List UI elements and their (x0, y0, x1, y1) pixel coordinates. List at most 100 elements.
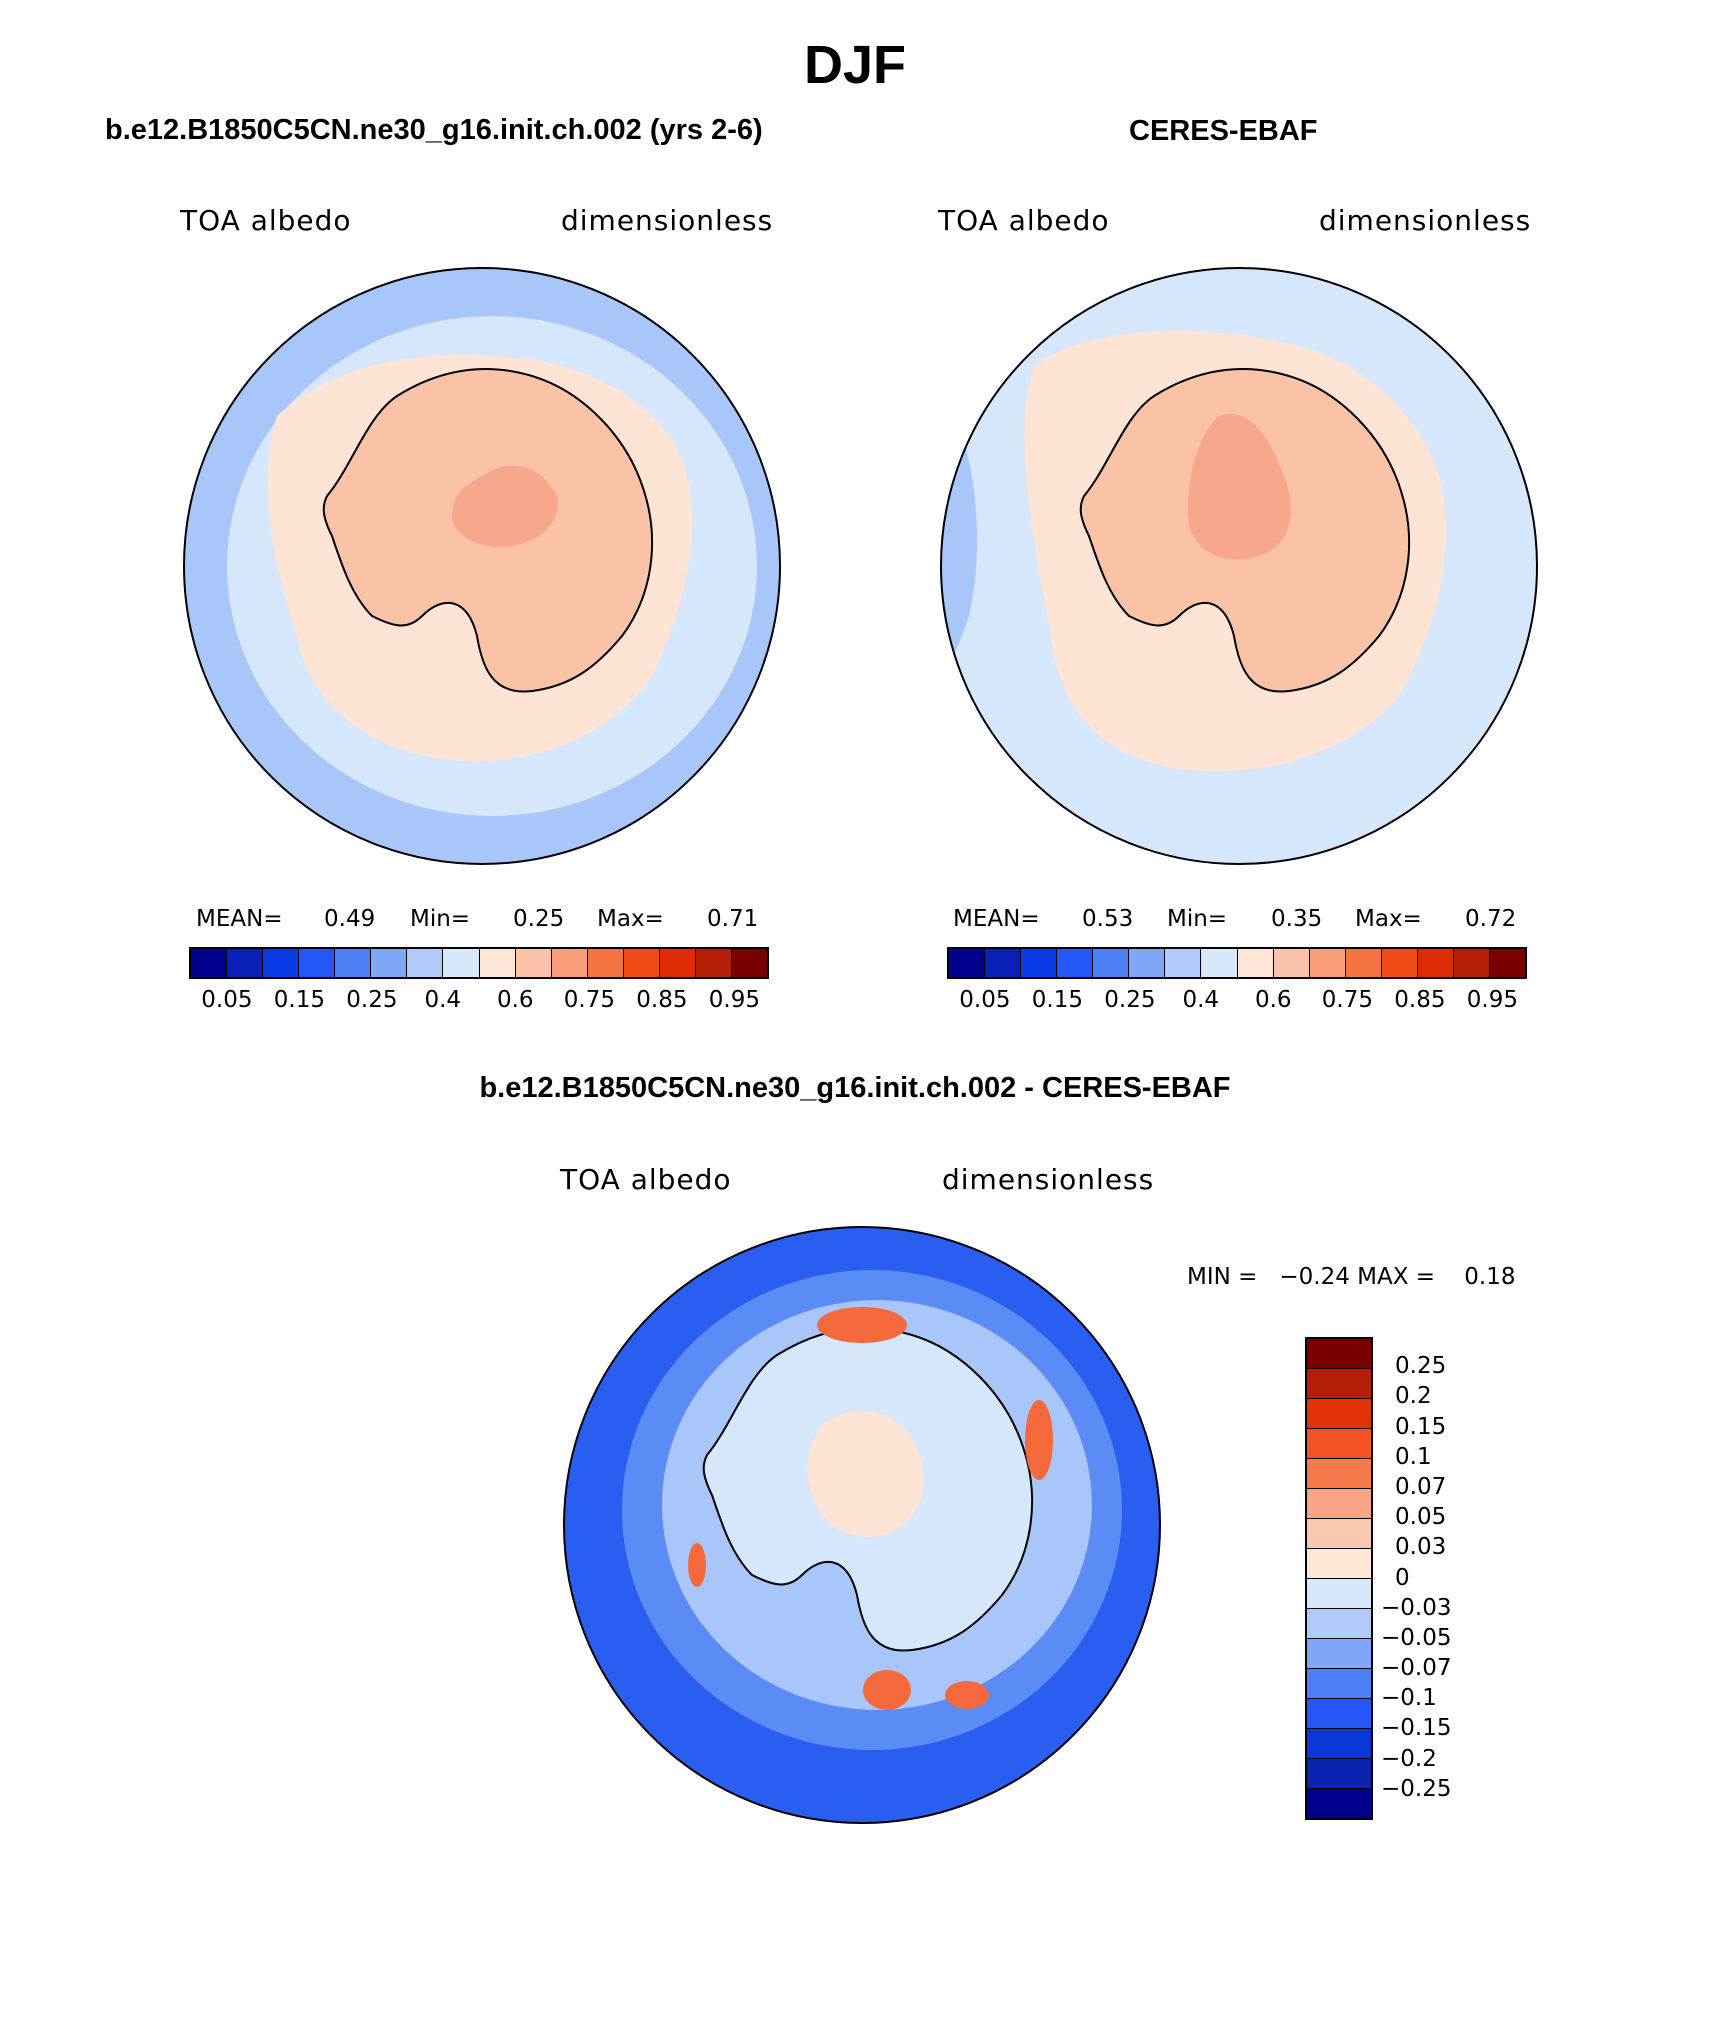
figure-title: DJF (803, 35, 906, 95)
panel-3-colorbar (1305, 1337, 1373, 1820)
panel-1-colorbar-swatch-15 (731, 949, 767, 977)
panel-1-colorbar-ticks: 0.05 0.15 0.25 0.4 0.6 0.75 0.85 0.95 (189, 987, 769, 1017)
panel-3-strong-positive-southeast (945, 1681, 989, 1709)
panel-3-colorbar-tick-label: 0 (1395, 1564, 1410, 1591)
panel-3-colorbar-tick-label: −0.15 (1381, 1715, 1452, 1742)
panel-2-colorbar-swatch-0 (949, 949, 986, 977)
panel-3-right-label: dimensionless (942, 1163, 1155, 1196)
panel-1-colorbar-tick-label: 0.85 (636, 987, 688, 1013)
panel-1-colorbar (189, 947, 769, 979)
panel-3-colorbar-swatch-14 (1307, 1759, 1371, 1789)
panel-2-colorbar-tick-label: 0.05 (959, 987, 1011, 1013)
panel-1-colorbar-swatch-7 (443, 949, 480, 977)
panel-3-colorbar-swatch-5 (1307, 1489, 1371, 1519)
panel-1-colorbar-swatch-14 (695, 949, 732, 977)
panel-3-strong-positive-south (863, 1670, 911, 1710)
panel-3-colorbar-tick-label: 0.05 (1395, 1504, 1447, 1531)
panel-1-colorbar-tick-label: 0.95 (708, 987, 760, 1013)
panel-3-colorbar-swatch-0 (1307, 1339, 1371, 1369)
panel-3-colorbar-ticks: 0.25 0.2 0.15 0.1 0.07 0.05 0.03 0 −0.03 −0.05 −0.… (1381, 1337, 1501, 1820)
panel-3-colorbar-swatch-15 (1307, 1789, 1371, 1818)
panel-2-colorbar-tick-label: 0.4 (1182, 987, 1220, 1013)
panel-1-interior (452, 465, 558, 547)
panel-3-colorbar-swatch-4 (1307, 1459, 1371, 1489)
panel-3-colorbar-tick-label: 0.2 (1395, 1383, 1432, 1410)
panel-1-colorbar-swatch-9 (515, 949, 552, 977)
panel-2-max-value: 0.72 (1465, 906, 1517, 932)
panel-1-colorbar-tick-label: 0.15 (273, 987, 325, 1013)
panel-1-max-value: 0.71 (707, 906, 759, 932)
panel-1-colorbar-swatch-4 (335, 949, 372, 977)
panel-2-polar-map (940, 267, 1538, 865)
panel-1-map-border (183, 267, 781, 865)
panel-2-colorbar (947, 947, 1527, 979)
panel-2-colorbar-tick-label: 0.85 (1394, 987, 1446, 1013)
panel-3-colorbar-tick-label: 0.07 (1395, 1473, 1447, 1500)
panel-1-colorbar-swatch-3 (299, 949, 336, 977)
panel-1-colorbar-swatch-6 (407, 949, 444, 977)
panel-2-colorbar-swatch-14 (1453, 949, 1490, 977)
panel-1-colorbar-tick-label: 0.05 (201, 987, 253, 1013)
panel-2-colorbar-tick-label: 0.15 (1031, 987, 1083, 1013)
panel-2-max-label: Max= (1355, 906, 1422, 932)
panel-3-colorbar-tick-label: −0.03 (1381, 1594, 1452, 1621)
panel-3-colorbar-swatch-3 (1307, 1429, 1371, 1459)
panel-3-colorbar-swatch-13 (1307, 1729, 1371, 1759)
panel-1-title: b.e12.B1850C5CN.ne30_g16.init.ch.002 (yr… (105, 114, 763, 146)
panel-3-strong-positive-east (1025, 1400, 1053, 1480)
panel-3-polar-map (563, 1226, 1161, 1824)
panel-3-map-border (563, 1226, 1161, 1824)
panel-3-colorbar-tick-label: 0.03 (1395, 1534, 1447, 1561)
panel-3-colorbar-tick-label: 0.25 (1395, 1353, 1447, 1380)
panel-2-map-border (940, 267, 1538, 865)
panel-3-colorbar-swatch-12 (1307, 1699, 1371, 1729)
panel-2-colorbar-swatch-6 (1165, 949, 1202, 977)
panel-3-colorbar-swatch-1 (1307, 1369, 1371, 1399)
panel-1-right-label: dimensionless (561, 204, 774, 237)
panel-3-colorbar-tick-label: −0.2 (1381, 1745, 1437, 1772)
panel-2-colorbar-tick-label: 0.95 (1466, 987, 1518, 1013)
panel-2-right-label: dimensionless (1319, 204, 1532, 237)
panel-1-min-value: 0.25 (513, 906, 565, 932)
panel-2-min-label: Min= (1167, 906, 1228, 932)
panel-1-colorbar-swatch-5 (371, 949, 408, 977)
panel-1-colorbar-swatch-8 (479, 949, 516, 977)
panel-3-colorbar-swatch-2 (1307, 1399, 1371, 1429)
panel-2-colorbar-ticks: 0.05 0.15 0.25 0.4 0.6 0.75 0.85 0.95 (947, 987, 1527, 1017)
panel-3-strong-positive-west (688, 1543, 706, 1587)
panel-2-colorbar-swatch-13 (1417, 949, 1454, 977)
panel-3-colorbar-tick-label: 0.1 (1395, 1443, 1432, 1470)
panel-3-colorbar-swatch-9 (1307, 1609, 1371, 1639)
panel-3-colorbar-tick-label: −0.25 (1381, 1775, 1452, 1802)
panel-1-mean-label: MEAN= (196, 906, 283, 932)
panel-1-colorbar-swatch-1 (227, 949, 264, 977)
panel-2-title: CERES-EBAF (1129, 115, 1318, 147)
panel-3-colorbar-swatch-10 (1307, 1639, 1371, 1669)
panel-1-polar-map (183, 267, 781, 865)
panel-3-minmax: MIN = −0.24 MAX = 0.18 (1187, 1264, 1516, 1290)
panel-2-min-value: 0.35 (1271, 906, 1323, 932)
panel-1-colorbar-swatch-12 (623, 949, 660, 977)
panel-2-colorbar-swatch-10 (1309, 949, 1346, 977)
panel-3-left-label: TOA albedo (560, 1163, 732, 1196)
panel-2-colorbar-swatch-3 (1057, 949, 1094, 977)
panel-2-left-label: TOA albedo (938, 204, 1110, 237)
panel-2-colorbar-swatch-4 (1093, 949, 1130, 977)
panel-1-colorbar-tick-label: 0.4 (424, 987, 462, 1013)
panel-3-colorbar-tick-label: −0.05 (1381, 1624, 1452, 1651)
panel-2-colorbar-swatch-11 (1345, 949, 1382, 977)
panel-2-colorbar-tick-label: 0.25 (1104, 987, 1156, 1013)
panel-2-mean-label: MEAN= (953, 906, 1040, 932)
panel-1-colorbar-tick-label: 0.75 (563, 987, 615, 1013)
panel-1-colorbar-swatch-0 (191, 949, 228, 977)
panel-3-colorbar-tick-label: −0.1 (1381, 1685, 1437, 1712)
panel-1-min-label: Min= (410, 906, 471, 932)
panel-1-mean-value: 0.49 (324, 906, 376, 932)
panel-3-colorbar-swatch-11 (1307, 1669, 1371, 1699)
panel-1-colorbar-tick-label: 0.25 (346, 987, 398, 1013)
panel-3-positive-anomaly (807, 1410, 924, 1537)
panel-2-colorbar-swatch-7 (1201, 949, 1238, 977)
panel-2-colorbar-swatch-12 (1381, 949, 1418, 977)
panel-1-colorbar-swatch-10 (551, 949, 588, 977)
panel-3-strong-positive-north (817, 1307, 907, 1343)
